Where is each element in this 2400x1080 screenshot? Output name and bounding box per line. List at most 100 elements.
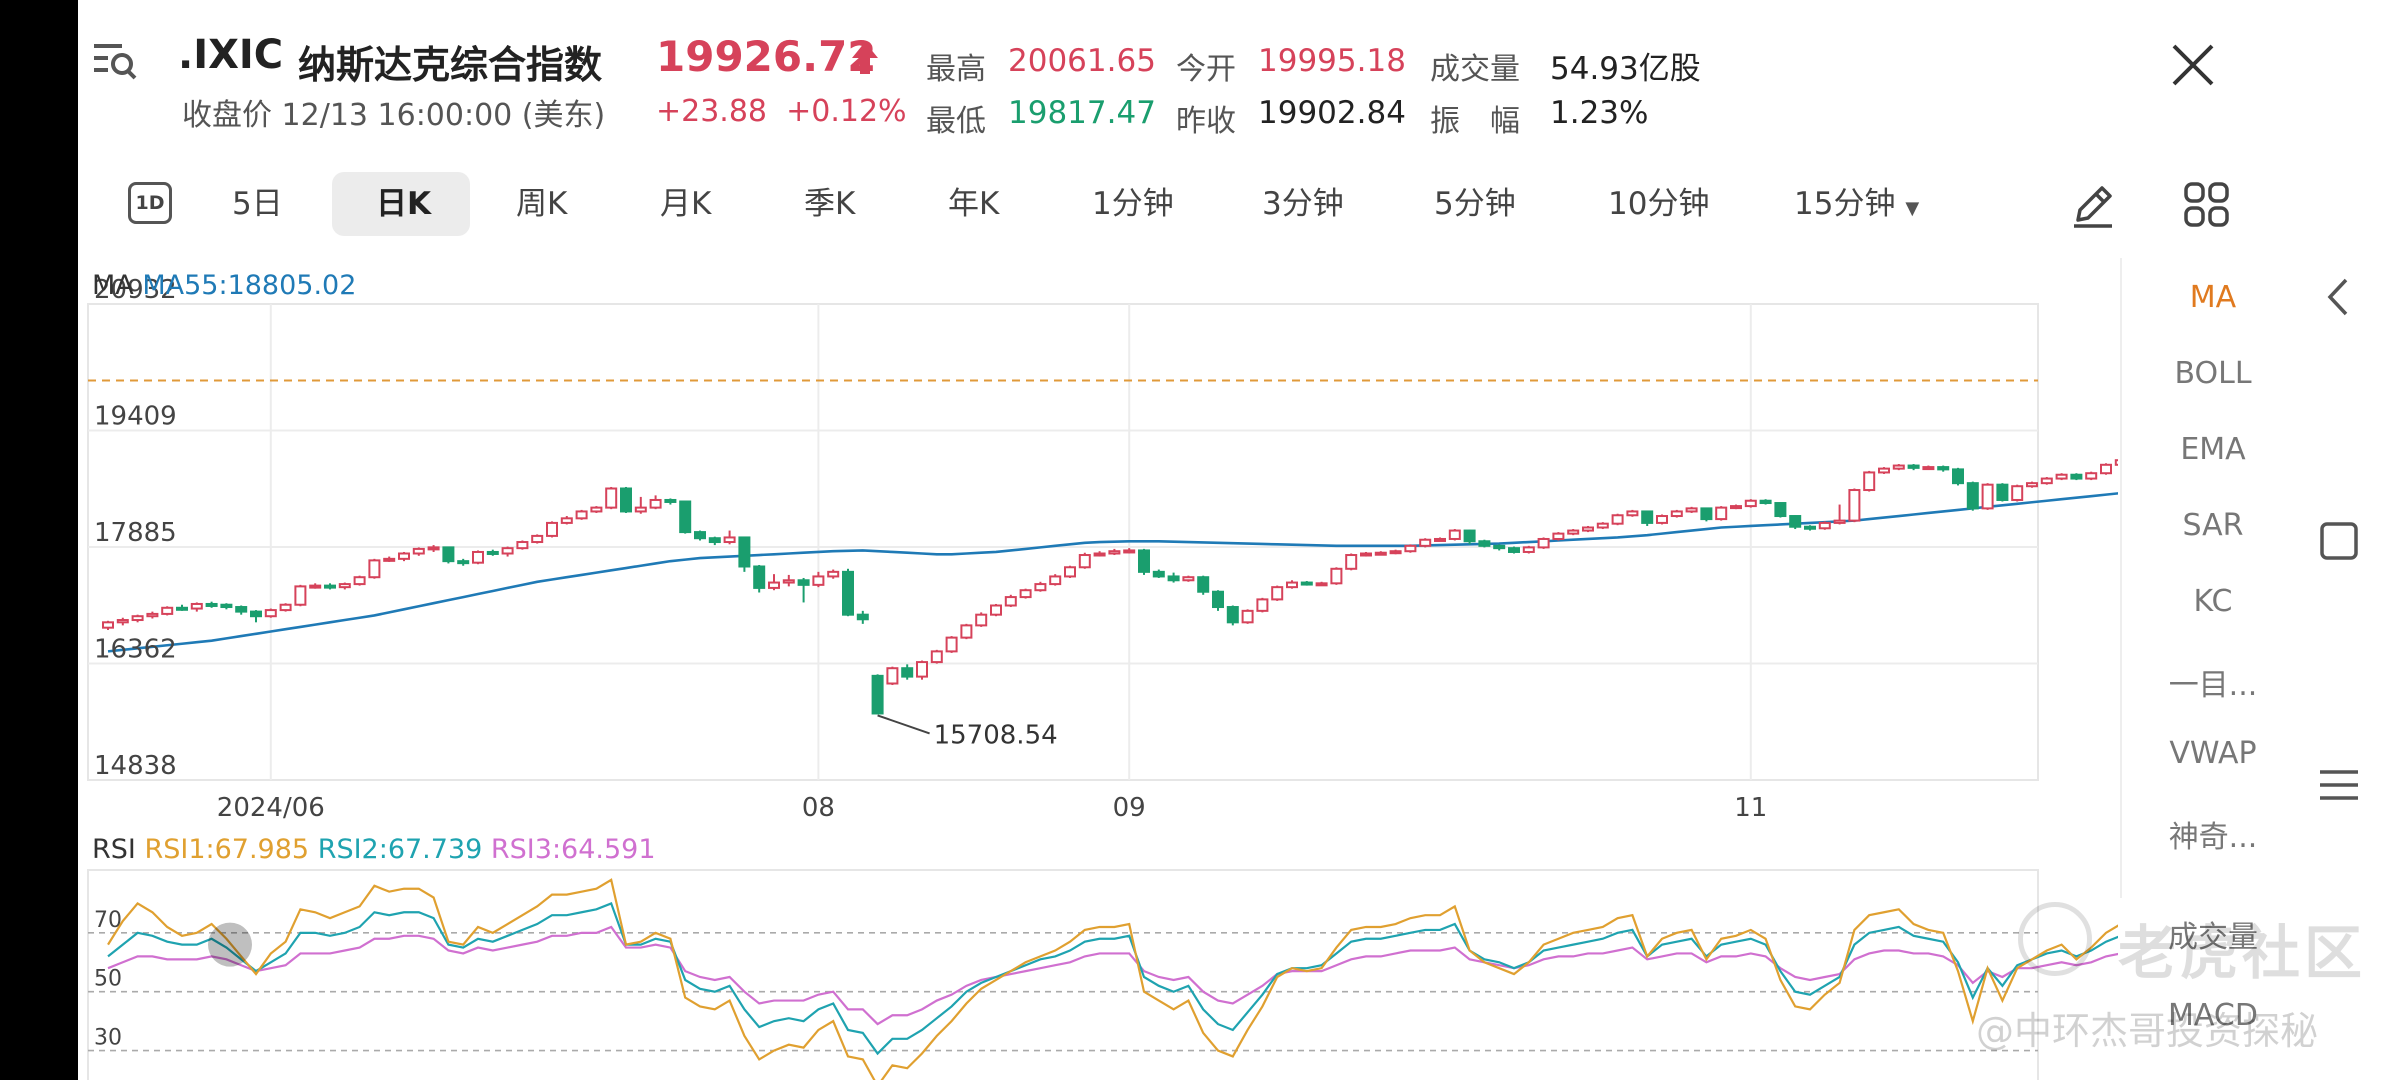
watermark-brand: 老虎社区 (2118, 919, 2367, 987)
high-value: 20061.65 (1008, 43, 1156, 79)
candle-up (516, 541, 529, 550)
candle-up (1730, 505, 1742, 510)
candle-down (1759, 499, 1772, 505)
indicator-ma[interactable]: MA (2189, 280, 2237, 315)
candle-up (1256, 598, 1269, 612)
candle-up (649, 498, 662, 509)
low-marker-label: 15708.54 (934, 720, 1058, 750)
indicator-ema[interactable]: EMA (2180, 432, 2246, 467)
candle-up (1981, 483, 1994, 510)
candles-layer (102, 459, 2118, 715)
x-tick-label: 2024/06 (217, 793, 325, 823)
candle-up (605, 487, 618, 509)
indicator-ichimoku[interactable]: 一目... (2168, 668, 2258, 703)
candle-up (1078, 554, 1091, 569)
candle-up (1286, 581, 1298, 589)
open-label: 今开 (1176, 52, 1236, 87)
kline-chart[interactable]: 20932194091788516362148382024/0608091120… (78, 260, 2118, 1080)
candle-down (176, 606, 188, 611)
active-tab-highlight (332, 172, 470, 236)
pencil-draw-icon[interactable] (2068, 180, 2118, 230)
candle-up (634, 506, 647, 513)
tab-15min-label: 15分钟 (1794, 186, 1896, 222)
candle-down (1226, 606, 1239, 624)
candle-down (871, 674, 884, 715)
candle-down (1952, 468, 1964, 485)
candle-up (1049, 575, 1062, 586)
candle-up (338, 583, 351, 589)
tab-5min[interactable]: 5分钟 (1434, 186, 1516, 222)
candle-up (1863, 471, 1876, 492)
candle-down (1508, 547, 1520, 553)
candle-down (205, 602, 218, 607)
candle-down (1300, 581, 1313, 586)
tab-15min[interactable]: 15分钟 ▼ (1794, 178, 1919, 223)
candle-up (116, 619, 129, 624)
indicator-volume[interactable]: 成交量 (2168, 920, 2258, 955)
side-panel-divider (2120, 258, 2122, 898)
candle-up (975, 613, 988, 627)
close-icon[interactable] (2168, 40, 2218, 90)
layout-grid-icon[interactable] (2182, 180, 2232, 230)
candle-up (2055, 473, 2068, 480)
candle-down (1152, 570, 1165, 578)
tab-3min[interactable]: 3分钟 (1262, 186, 1344, 222)
candle-down (797, 579, 810, 586)
ma-legend-prefix: MA (92, 270, 134, 301)
candle-down (1937, 466, 1950, 471)
rsi-plot-frame (87, 869, 2039, 1080)
candle-up (1670, 510, 1683, 518)
candle-up (1315, 582, 1328, 587)
tab-quarterly-k[interactable]: 季K (804, 186, 856, 222)
candle-up (368, 559, 381, 579)
indicator-sar[interactable]: SAR (2182, 508, 2244, 543)
candle-up (1922, 466, 1935, 471)
candle-up (546, 521, 558, 537)
candle-up (1004, 596, 1017, 607)
candle-down (1774, 502, 1787, 518)
indicator-vwap[interactable]: VWAP (2169, 736, 2257, 771)
candle-down (1641, 510, 1654, 524)
candle-up (812, 575, 825, 586)
ma55-layer (107, 492, 2118, 653)
intraday-1d-icon[interactable]: 1D (128, 182, 172, 224)
indicator-boll[interactable]: BOLL (2174, 356, 2252, 391)
candle-up (1522, 546, 1535, 553)
candle-down (1463, 529, 1476, 543)
square-icon[interactable] (2314, 516, 2364, 566)
crosshair-handle (208, 922, 252, 967)
ma55-line (107, 492, 2118, 653)
candle-down (1212, 590, 1224, 609)
candle-up (1241, 609, 1254, 624)
candle-down (220, 603, 233, 609)
menu-icon[interactable] (2314, 760, 2364, 810)
y-tick-label: 17885 (94, 518, 177, 548)
tab-10min[interactable]: 10分钟 (1608, 186, 1710, 222)
indicator-macd[interactable]: MACD (2168, 998, 2258, 1033)
tab-daily-k[interactable]: 日K (376, 186, 432, 222)
candle-down (442, 546, 455, 563)
candle-up (1582, 526, 1594, 532)
tab-weekly-k[interactable]: 周K (516, 186, 568, 222)
candle-up (1685, 507, 1698, 513)
candle-up (590, 506, 603, 513)
tab-5d[interactable]: 5日 (232, 186, 283, 222)
indicator-kc[interactable]: KC (2193, 584, 2233, 619)
candle-up (782, 579, 795, 584)
app-window: .IXIC 纳斯达克综合指数 19926.72 收盘价 12/13 16:00:… (78, 0, 2400, 1080)
indicator-magic[interactable]: 神奇... (2168, 820, 2258, 855)
y-tick-label: 20932 (94, 275, 177, 305)
list-search-icon[interactable] (92, 40, 138, 80)
candle-down (486, 550, 499, 555)
chevron-left-icon[interactable] (2314, 272, 2364, 322)
ma55-legend: MA55:18805.02 (142, 270, 357, 301)
candle-up (945, 636, 958, 653)
candle-down (1804, 525, 1816, 530)
y-tick-label: 14838 (94, 751, 177, 781)
candle-up (1596, 522, 1609, 529)
tab-yearly-k[interactable]: 年K (948, 186, 1000, 222)
tab-1min[interactable]: 1分钟 (1092, 186, 1174, 222)
tab-monthly-k[interactable]: 月K (660, 186, 712, 222)
candle-up (960, 624, 973, 639)
